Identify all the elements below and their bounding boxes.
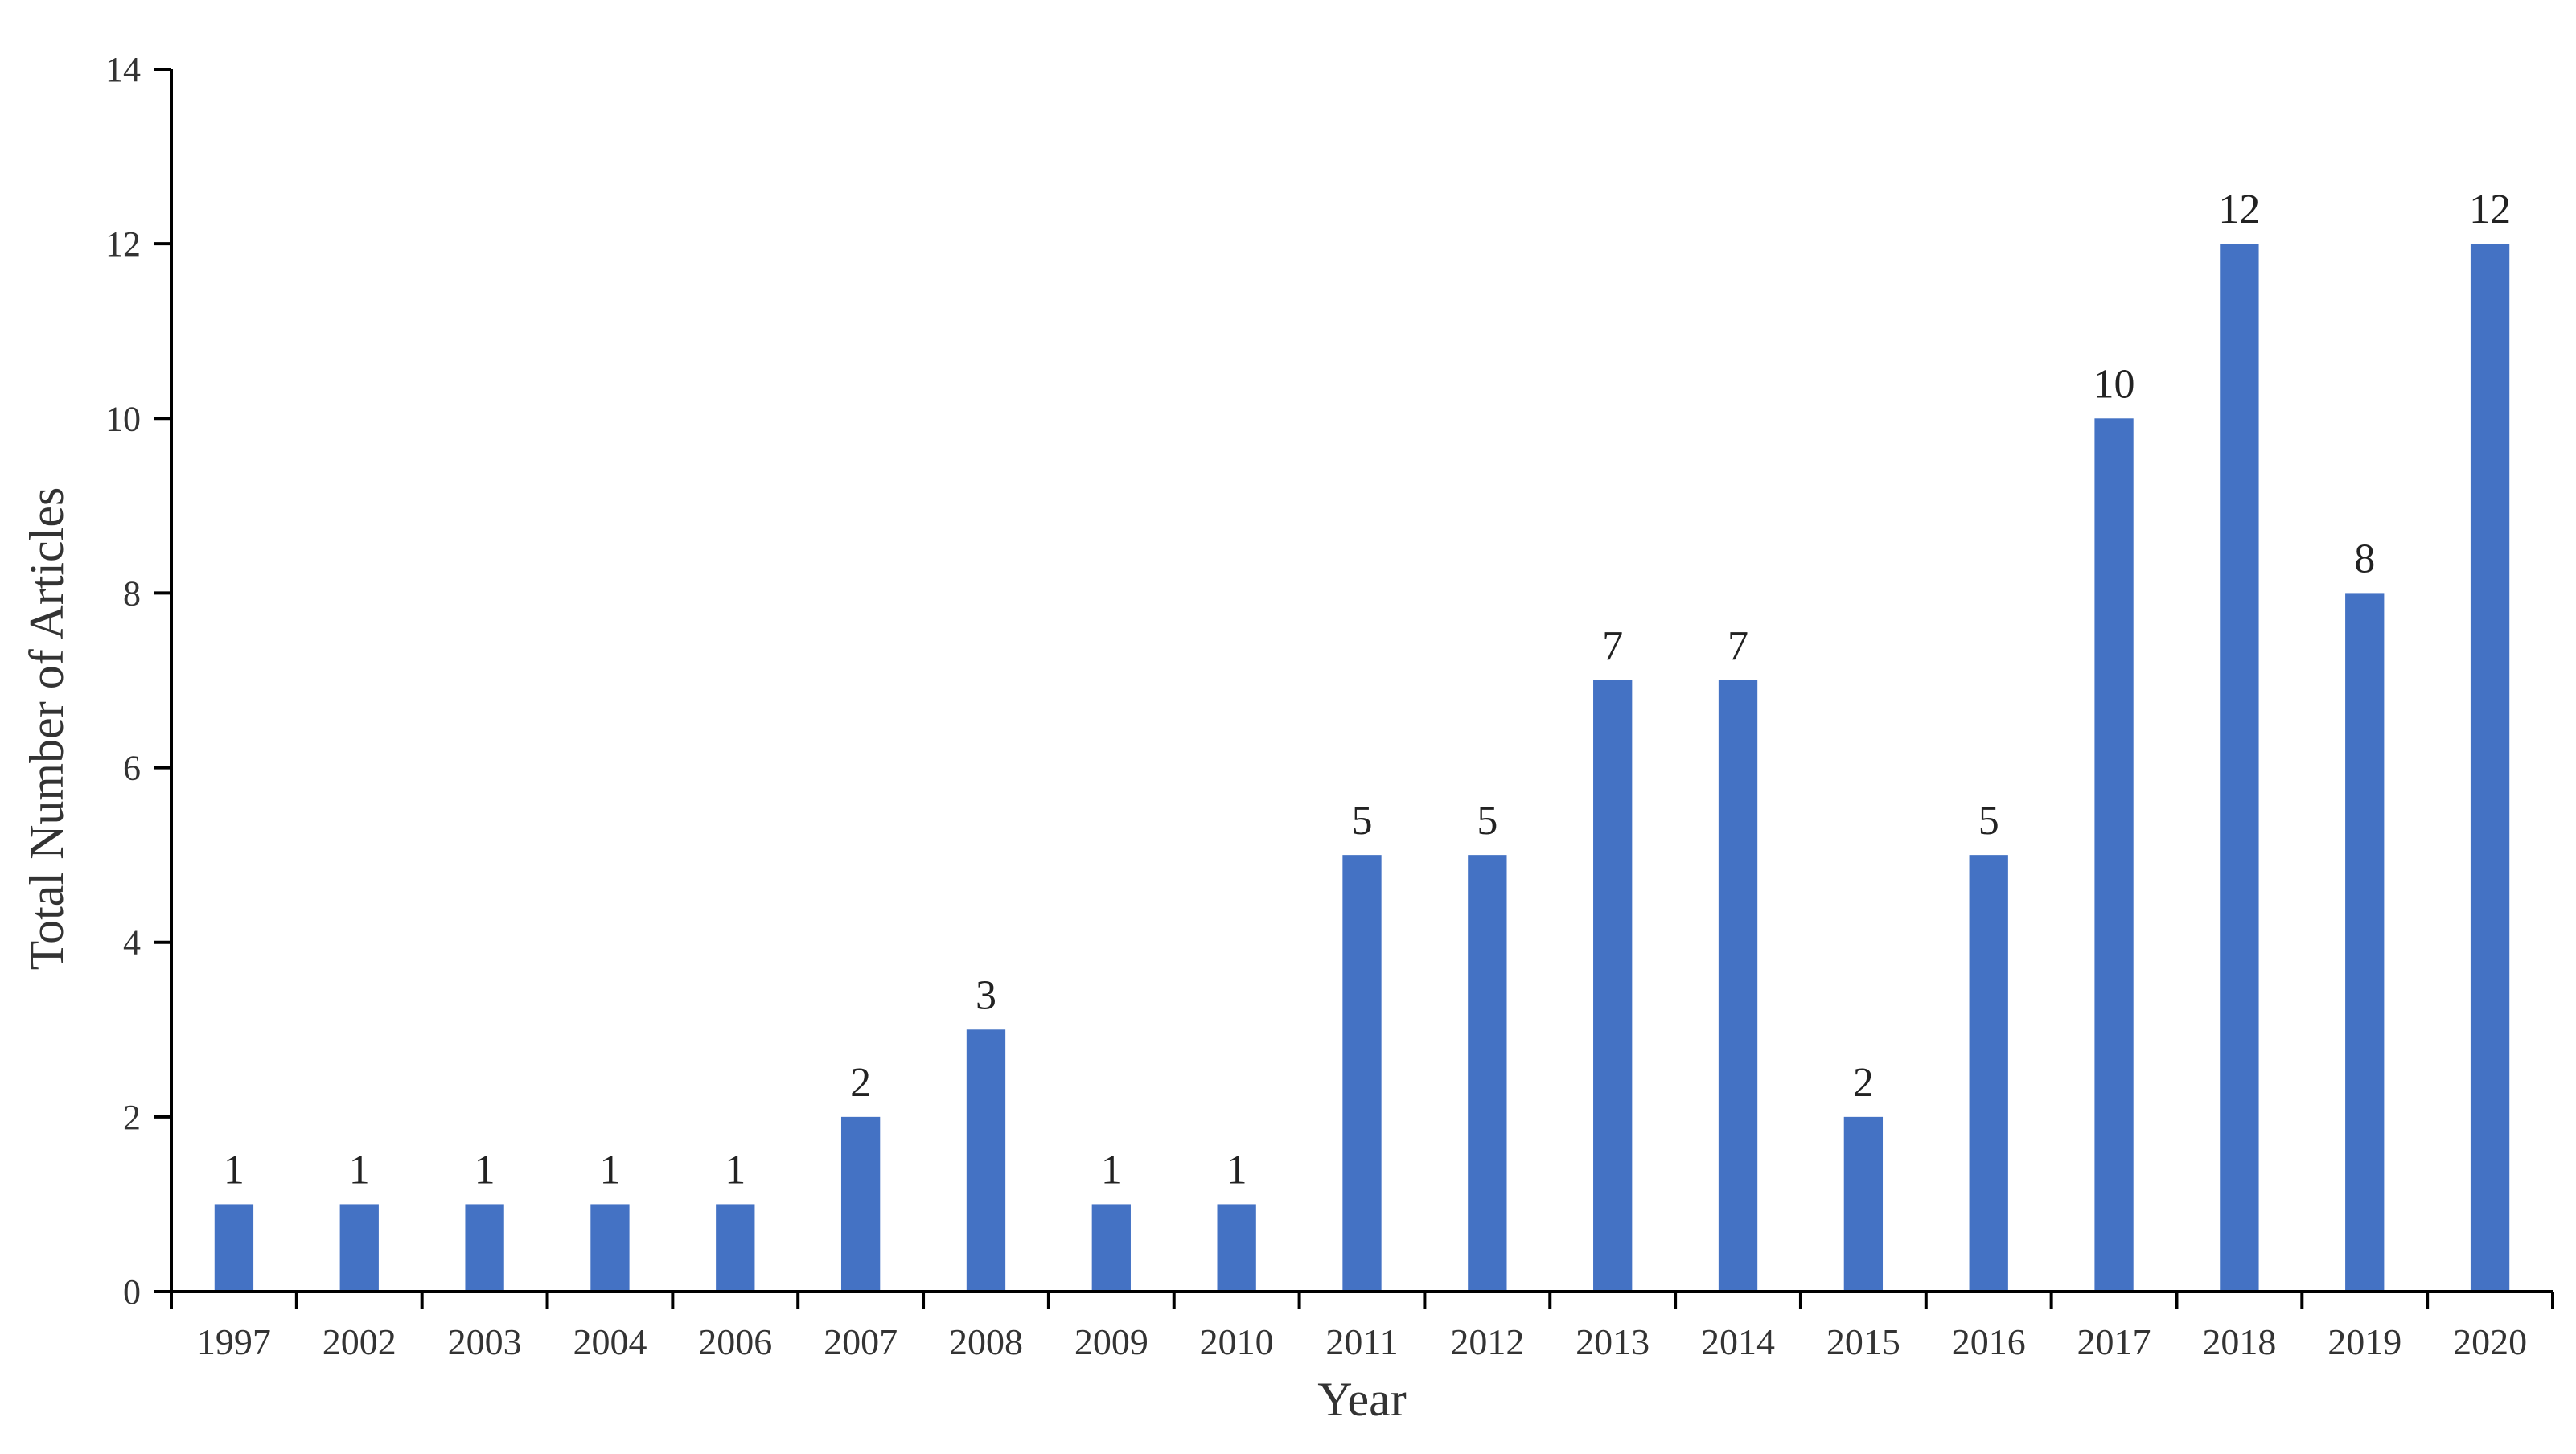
bar-value-label: 5 <box>1352 798 1373 844</box>
bar-value-label: 1 <box>475 1147 495 1193</box>
x-tick-label: 2003 <box>448 1321 522 1362</box>
bar-value-label: 12 <box>2469 187 2511 232</box>
bar <box>2470 244 2510 1292</box>
bar <box>1969 855 2008 1292</box>
bar-value-label: 5 <box>1978 798 1999 844</box>
bar-value-label: 1 <box>725 1147 746 1193</box>
bar-value-label: 1 <box>349 1147 370 1193</box>
bar-value-label: 7 <box>1728 623 1748 669</box>
x-tick-label: 2008 <box>949 1321 1023 1362</box>
bar-value-label: 12 <box>2218 187 2260 232</box>
x-tick-label: 2010 <box>1200 1321 1274 1362</box>
bar <box>716 1204 755 1292</box>
bar <box>1342 855 1382 1292</box>
x-tick-label: 2011 <box>1325 1321 1398 1362</box>
bar <box>1091 1204 1131 1292</box>
bars-group <box>214 244 2510 1292</box>
bar-value-label: 1 <box>1101 1147 1122 1193</box>
y-tick-label: 0 <box>123 1272 141 1312</box>
y-tick-label: 8 <box>123 573 141 613</box>
bar <box>1593 680 1633 1292</box>
x-tick-label: 2007 <box>824 1321 898 1362</box>
bar <box>339 1204 379 1292</box>
y-tick-label: 14 <box>105 50 141 89</box>
x-tick-label: 2013 <box>1576 1321 1650 1362</box>
y-tick-label: 10 <box>105 399 141 438</box>
bar-value-label: 8 <box>2354 536 2375 581</box>
bar <box>1217 1204 1256 1292</box>
bar-value-label: 7 <box>1602 623 1623 669</box>
bar <box>1843 1116 1884 1292</box>
bar-value-label: 5 <box>1477 798 1498 844</box>
bar <box>1468 855 1507 1292</box>
x-axis-title: Year <box>1317 1373 1407 1426</box>
y-tick-label: 4 <box>123 923 141 963</box>
x-tick-label: 1997 <box>197 1321 271 1362</box>
y-tick-label: 12 <box>105 224 141 264</box>
x-axis-ticks-group: 1997 2002 2003 2004 2006 2007 2008 2009 2010 2011… <box>170 1292 2554 1362</box>
x-tick-label: 2014 <box>1701 1321 1775 1362</box>
bar <box>966 1029 1006 1292</box>
x-tick-label: 2016 <box>1952 1321 2026 1362</box>
bar <box>2094 418 2134 1292</box>
bar-value-label: 2 <box>1853 1060 1874 1106</box>
bar-value-label: 3 <box>976 972 996 1018</box>
x-tick-label: 2009 <box>1074 1321 1148 1362</box>
x-tick-label: 2004 <box>573 1321 647 1362</box>
bar <box>1718 680 1758 1292</box>
bar-value-label: 10 <box>2093 361 2135 407</box>
bar <box>840 1116 881 1292</box>
bar-value-label: 1 <box>224 1147 244 1193</box>
x-tick-label: 2017 <box>2077 1321 2151 1362</box>
bar-value-label: 1 <box>1226 1147 1247 1193</box>
x-tick-label: 2006 <box>698 1321 772 1362</box>
x-tick-label: 2015 <box>1826 1321 1900 1362</box>
bar-value-label: 2 <box>850 1060 871 1106</box>
bar <box>590 1204 630 1292</box>
y-tick-label: 6 <box>123 749 141 788</box>
bar <box>465 1204 504 1292</box>
bar <box>2345 593 2385 1292</box>
bar <box>214 1204 254 1292</box>
x-tick-label: 2019 <box>2327 1321 2401 1362</box>
y-axis-ticks-group: 0 2 4 6 8 10 12 14 <box>105 50 171 1312</box>
y-tick-label: 2 <box>123 1098 141 1137</box>
x-tick-label: 2002 <box>323 1321 396 1362</box>
y-axis-title: Total Number of Articles <box>20 487 73 971</box>
x-tick-label: 2018 <box>2202 1321 2276 1362</box>
x-tick-label: 2012 <box>1450 1321 1524 1362</box>
bar-value-label: 1 <box>599 1147 620 1193</box>
x-tick-label: 2020 <box>2453 1321 2527 1362</box>
bar <box>2220 244 2259 1292</box>
